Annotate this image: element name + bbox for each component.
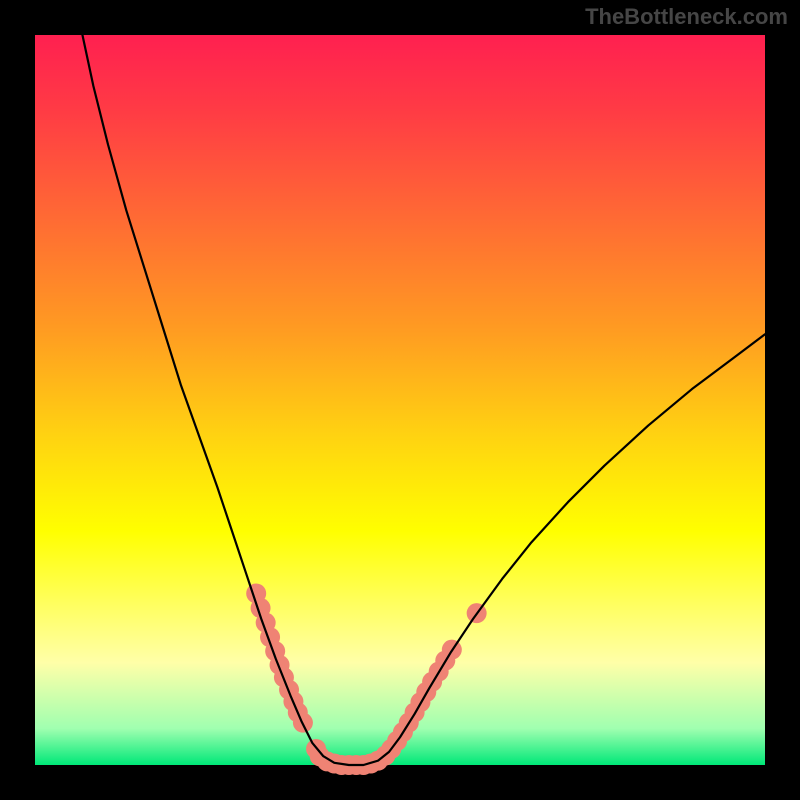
watermark-text: TheBottleneck.com: [585, 4, 788, 30]
chart-svg: [0, 0, 800, 800]
chart-container: TheBottleneck.com: [0, 0, 800, 800]
plot-background: [35, 35, 765, 765]
